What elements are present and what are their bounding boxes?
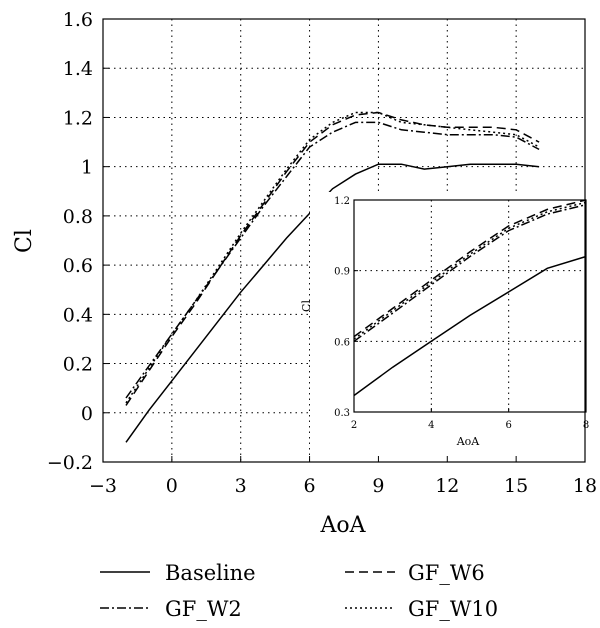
main-x-tick-label: 15 (504, 475, 528, 497)
main-series-gf-w2 (125, 121, 540, 399)
legend-label-gf-w6: GF_W6 (408, 561, 485, 585)
inset-y-tick-label: 0.6 (334, 337, 350, 348)
main-x-tick-label: 6 (304, 475, 316, 497)
x-axis-title: AoA (319, 513, 366, 538)
main-series-group (125, 111, 540, 443)
main-y-tick-label: 0.8 (63, 206, 93, 228)
main-y-tick-label: 1.6 (63, 9, 93, 31)
legend: Baseline GF_W6 GF_W2 GF_W10 (100, 561, 498, 621)
main-y-tick-label: 1.4 (63, 58, 93, 80)
inset-x-axis-title: AoA (456, 435, 481, 448)
main-x-tick-label: 3 (235, 475, 247, 497)
inset-x-tick-label: 6 (505, 420, 511, 431)
inset-y-tick-label: 0.9 (334, 267, 350, 278)
main-y-tick-label: 1 (81, 157, 93, 179)
inset-y-tick-label: 1.2 (334, 196, 350, 207)
inset-axes: 2 4 6 8 0.3 0.6 0.9 1.2 (334, 196, 589, 431)
inset-y-axis-title: Cl (300, 300, 313, 312)
main-series-gf-w6 (125, 111, 540, 406)
inset-background (310, 192, 588, 464)
main-x-tick-label: 9 (372, 475, 384, 497)
legend-label-baseline: Baseline (165, 561, 256, 585)
legend-label-gf-w10: GF_W10 (408, 597, 498, 621)
main-x-tick-label: 12 (435, 475, 459, 497)
inset-grid (354, 200, 586, 412)
main-series-gf-w10 (125, 111, 540, 404)
y-axis-title: Cl (12, 229, 37, 253)
main-x-tick-label: 18 (573, 475, 597, 497)
main-y-tick-label: −0.2 (47, 452, 93, 474)
main-x-tick-label: −3 (89, 475, 117, 497)
inset-series-gf-w6 (353, 199, 587, 338)
inset-series-baseline (353, 255, 587, 397)
main-y-tick-label: 0.6 (63, 255, 93, 277)
main-series-baseline (125, 163, 540, 443)
inset-x-tick-label: 4 (428, 420, 434, 431)
main-x-tick-label: 0 (166, 475, 178, 497)
inset-plot-frame (353, 199, 587, 413)
legend-label-gf-w2: GF_W2 (165, 597, 242, 621)
main-y-tick-label: 0 (81, 403, 93, 425)
main-y-tick-label: 0.4 (63, 304, 93, 326)
main-axes: −3 0 3 6 9 12 15 18 −0.2 0 0.2 0.4 0.6 0.8 1 1.2 1.4 1.6 (47, 9, 597, 497)
inset-series-group (353, 199, 587, 397)
inset-x-tick-label: 2 (351, 420, 357, 431)
main-y-tick-label: 1.2 (63, 107, 93, 129)
inset-series-gf-w2 (353, 203, 587, 342)
main-y-tick-label: 0.2 (63, 354, 93, 376)
main-plot-frame (102, 18, 586, 463)
inset-x-tick-label: 8 (583, 420, 589, 431)
inset-y-tick-label: 0.3 (334, 408, 350, 419)
